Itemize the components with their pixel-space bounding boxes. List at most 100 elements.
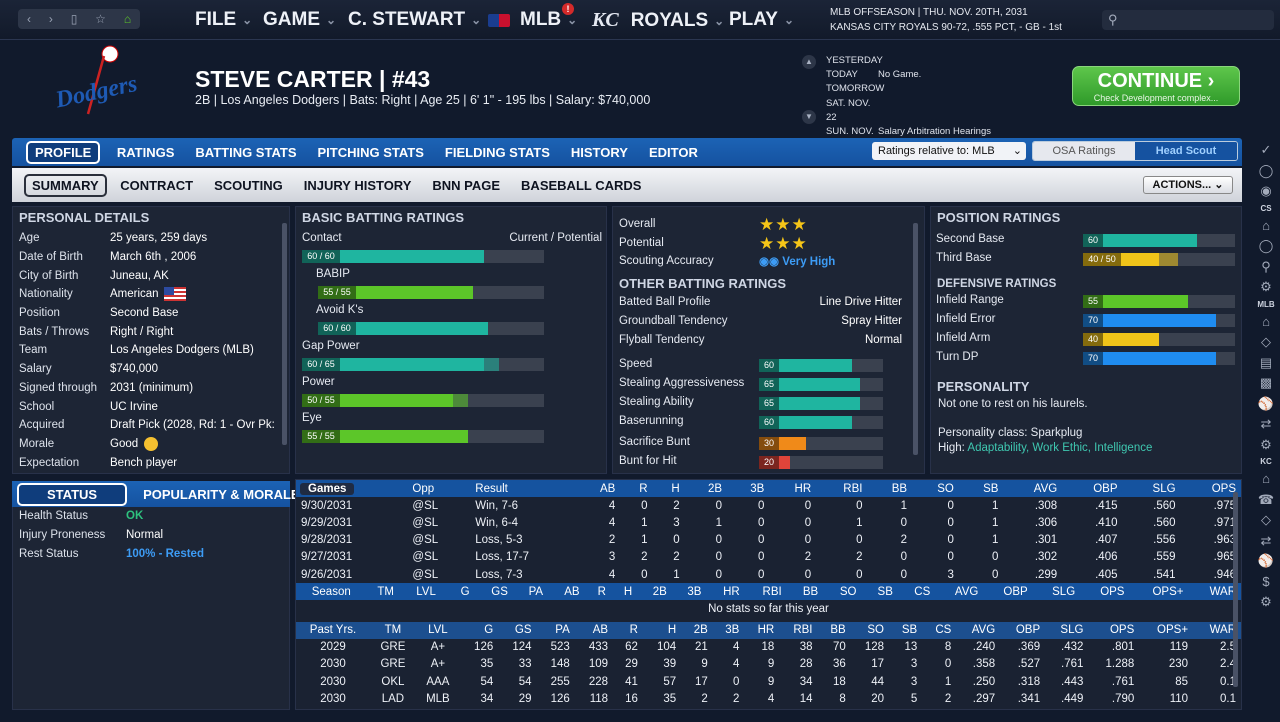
menu-mlb[interactable]: MLB! ⌄	[488, 3, 577, 31]
column-header[interactable]: LVL	[428, 624, 448, 637]
chart-icon[interactable]: ▩	[1259, 375, 1273, 390]
column-header[interactable]: OBP	[1003, 585, 1028, 598]
column-header[interactable]: Past Yrs.	[309, 624, 357, 637]
transfer-icon[interactable]: ⇄	[1260, 416, 1272, 431]
table-row[interactable]: 9/30/2031 @SL Win, 7-6 4 0 2 0 0 0 0 1 0 1 .308 .415 .5…	[296, 497, 1241, 514]
home-icon[interactable]: ⌂	[123, 12, 132, 26]
tab-editor[interactable]: EDITOR	[648, 144, 698, 160]
column-header[interactable]: SLG	[1052, 585, 1076, 598]
home-icon[interactable]: ⌂	[1262, 313, 1270, 329]
table-row[interactable]: 2029 GRE A+ 126 124 523 433 62 104 21 4 18 38 70 128 13…	[296, 639, 1241, 656]
column-header[interactable]: OPS	[1109, 624, 1135, 637]
dollar-icon[interactable]: $	[1262, 573, 1270, 589]
column-header[interactable]: RBI	[843, 482, 863, 495]
column-header[interactable]: 3B	[687, 585, 702, 598]
column-header[interactable]: Opp	[412, 482, 435, 495]
column-header[interactable]: H	[671, 482, 680, 495]
column-header[interactable]: H	[623, 585, 633, 598]
tab-injury-history[interactable]: INJURY HISTORY	[303, 177, 412, 193]
menu-file[interactable]: FILE ⌄	[195, 9, 253, 30]
column-header[interactable]: SO	[867, 624, 884, 637]
tab-history[interactable]: HISTORY	[570, 144, 628, 160]
column-header[interactable]: 2B	[693, 624, 708, 637]
column-header[interactable]: G	[460, 585, 470, 598]
column-header[interactable]: RBI	[793, 624, 813, 637]
gear-icon[interactable]: ⚙	[1260, 594, 1272, 609]
column-header[interactable]: SO	[839, 585, 857, 598]
column-header[interactable]: H	[667, 624, 677, 637]
column-header[interactable]: WAR	[1209, 624, 1236, 637]
table-row[interactable]: 9/26/2031 @SL Loss, 7-3 4 0 1 0 0 0 0 0 3 0 .299 .405.…	[296, 566, 1241, 583]
tab-popularity-morale[interactable]: POPULARITY & MORALE	[143, 486, 300, 502]
osa-ratings-button[interactable]: OSA Ratings	[1033, 142, 1135, 160]
column-header[interactable]: AVG	[1033, 482, 1058, 495]
globe-icon[interactable]: ◯	[1258, 238, 1274, 253]
tab-profile[interactable]: PROFILE	[26, 140, 101, 164]
column-header[interactable]: R	[629, 624, 638, 637]
column-header[interactable]: BB	[891, 482, 908, 495]
column-header[interactable]: OPS	[1211, 482, 1236, 495]
continue-button[interactable]: CONTINUE › Check Development complex...	[1072, 66, 1240, 106]
column-header[interactable]: AB	[564, 585, 580, 598]
tab-bnn-page[interactable]: BNN PAGE	[432, 177, 501, 193]
games-select[interactable]: Games	[296, 480, 407, 497]
gear-icon[interactable]: ⚙	[1260, 436, 1272, 452]
head-scout-button[interactable]: Head Scout	[1135, 142, 1237, 160]
forward-icon[interactable]: ›	[48, 12, 53, 26]
column-header[interactable]: R	[597, 585, 606, 598]
column-header[interactable]: AVG	[971, 624, 996, 637]
column-header[interactable]: AVG	[954, 585, 979, 598]
search-input[interactable]: ⚲	[1102, 10, 1274, 30]
column-header[interactable]: OPS+	[1152, 585, 1184, 598]
column-header[interactable]: OBP	[1093, 482, 1118, 495]
scrollbar[interactable]	[282, 223, 287, 445]
tab-status[interactable]: STATUS	[17, 482, 128, 506]
tab-contract[interactable]: CONTRACT	[120, 177, 194, 193]
phone-icon[interactable]: ☎	[1257, 491, 1275, 507]
transfer-icon[interactable]: ⇄	[1260, 532, 1272, 548]
column-header[interactable]: RBI	[762, 585, 782, 598]
column-header[interactable]: G	[484, 624, 494, 637]
column-header[interactable]: SB	[901, 624, 918, 637]
column-header[interactable]: PA	[528, 585, 544, 598]
baseball-icon[interactable]: ⚾	[1257, 395, 1275, 411]
table-row[interactable]: 9/27/2031 @SL Loss, 17-7 3 2 2 0 0 2 2 0 0 0 .302 .406…	[296, 549, 1241, 566]
column-header[interactable]: AB	[599, 482, 616, 495]
column-header[interactable]: SLG	[1060, 624, 1084, 637]
tab-baseball-cards[interactable]: BASEBALL CARDS	[521, 177, 642, 193]
table-row[interactable]: 2030 OKL AAA 54 54 255 228 41 57 17 0 9 34 18 44 3 1 .250…	[296, 673, 1241, 690]
column-header[interactable]: SB	[983, 482, 999, 495]
column-header[interactable]: HR	[757, 624, 775, 637]
pin-icon[interactable]: ◉	[1260, 183, 1272, 198]
search-icon[interactable]: ⚲	[1261, 258, 1271, 274]
column-header[interactable]: WAR	[1209, 585, 1236, 598]
card-icon[interactable]: ▤	[1259, 354, 1273, 370]
column-header[interactable]: R	[639, 482, 648, 495]
table-row[interactable]: 2030 GRE A+ 35 33 148 109 29 39 9 4 9 28 36 17 3 0 .358 .5…	[296, 656, 1241, 673]
column-header[interactable]: SO	[937, 482, 954, 495]
tab-fielding-stats[interactable]: FIELDING STATS	[444, 144, 550, 160]
tab-scouting[interactable]: SCOUTING	[214, 177, 283, 193]
column-header[interactable]: TM	[384, 624, 402, 637]
tab-batting-stats[interactable]: BATTING STATS	[195, 144, 297, 160]
menu-play[interactable]: PLAY ⌄	[729, 9, 794, 30]
home-icon[interactable]: ⌂	[1262, 471, 1270, 486]
column-header[interactable]: BB	[802, 585, 819, 598]
column-header[interactable]: PA	[555, 624, 570, 637]
diamond-icon[interactable]: ◇	[1261, 512, 1271, 527]
menu-game[interactable]: GAME ⌄	[263, 9, 337, 30]
column-header[interactable]: OPS+	[1157, 624, 1189, 637]
star-icon[interactable]: ☆	[95, 12, 106, 26]
back-icon[interactable]: ‹	[26, 12, 31, 26]
table-row[interactable]: 9/28/2031 @SL Loss, 5-3 2 1 0 0 0 0 0 2 0 1 .301 .407.…	[296, 532, 1241, 549]
scrollbar[interactable]	[1233, 492, 1238, 687]
column-header[interactable]: CS	[935, 624, 952, 637]
table-row[interactable]: 2030 LAD MLB 34 29 126 118 16 35 2 2 4 14 8 20 5 2 .297 .3…	[296, 690, 1241, 707]
column-header[interactable]: LVL	[416, 585, 436, 598]
column-header[interactable]: 3B	[750, 482, 765, 495]
globe-icon[interactable]: ◯	[1258, 162, 1274, 178]
column-header[interactable]: AB	[592, 624, 609, 637]
column-header[interactable]: 3B	[725, 624, 740, 637]
actions-button[interactable]: ACTIONS... ⌄	[1143, 176, 1233, 194]
tab-pitching-stats[interactable]: PITCHING STATS	[317, 144, 424, 160]
